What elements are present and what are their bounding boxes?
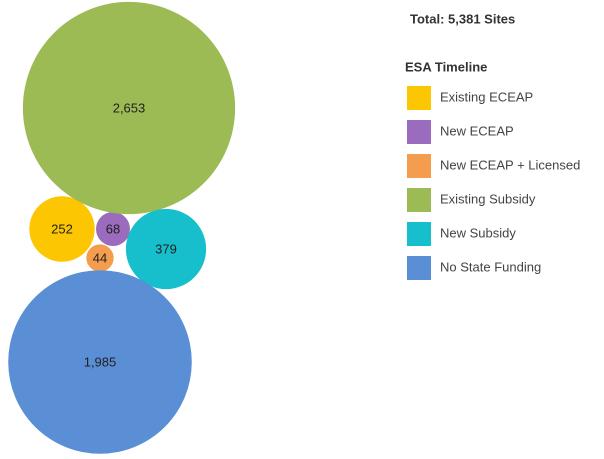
legend-label: New ECEAP + Licensed: [440, 157, 580, 172]
bubble-label: 1,985: [84, 354, 117, 369]
legend-swatch: [407, 256, 431, 280]
bubble-label: 252: [51, 221, 73, 236]
bubble: [86, 244, 114, 272]
legend-label: New Subsidy: [440, 225, 516, 240]
bubble: [29, 196, 95, 262]
legend-swatch: [407, 188, 431, 212]
legend-label: No State Funding: [440, 259, 541, 274]
legend-swatch: [407, 222, 431, 246]
bubble: [96, 212, 130, 246]
bubble-label: 68: [106, 221, 120, 236]
legend-label: Existing Subsidy: [440, 191, 536, 206]
legend-swatch: [407, 86, 431, 110]
total-label: Total: 5,381 Sites: [410, 11, 515, 26]
bubble: [125, 208, 207, 290]
bubble-label: 379: [155, 241, 177, 256]
bubble: [8, 270, 192, 454]
bubble-label: 44: [93, 250, 107, 265]
legend-swatch: [407, 154, 431, 178]
legend-swatch: [407, 120, 431, 144]
legend-title: ESA Timeline: [405, 59, 487, 74]
bubble-label: 2,653: [113, 100, 146, 115]
legend-label: Existing ECEAP: [440, 89, 533, 104]
legend-label: New ECEAP: [440, 123, 514, 138]
bubble: [22, 1, 236, 215]
